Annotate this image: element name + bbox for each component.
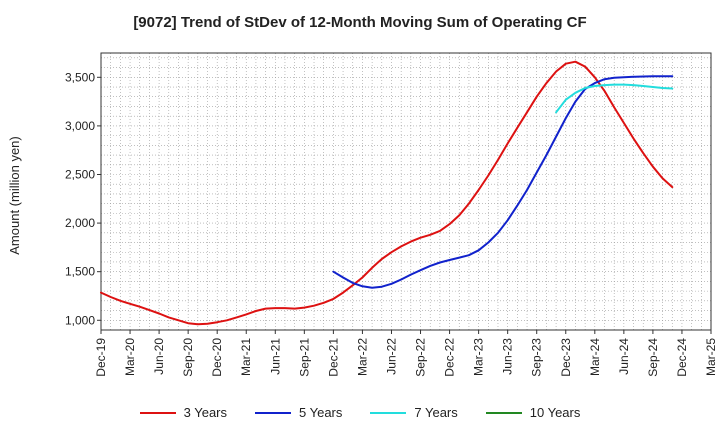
y-tick-label: 3,500 <box>65 70 95 84</box>
legend-swatch <box>370 411 407 414</box>
x-tick-label: Dec-21 <box>326 338 340 377</box>
x-tick-label: Sep-20 <box>181 338 195 377</box>
legend-swatch <box>255 411 291 414</box>
y-tick-label: 1,500 <box>65 265 95 279</box>
legend: 3 Years 5 Years 7 Years 10 Years <box>0 405 720 420</box>
legend-label: 5 Years <box>299 405 343 420</box>
x-tick-label: Jun-24 <box>617 338 631 375</box>
legend-item: 10 Years <box>485 405 581 420</box>
y-tick-label: 2,000 <box>65 216 95 230</box>
y-tick-label: 3,000 <box>65 119 95 133</box>
series-line-7-years <box>555 83 674 114</box>
x-tick-label: Dec-19 <box>94 338 108 377</box>
x-tick-label: Dec-20 <box>210 338 224 377</box>
x-tick-label: Mar-22 <box>355 338 369 376</box>
x-tick-label: Sep-22 <box>414 338 428 377</box>
x-tick-label: Jun-22 <box>384 338 398 375</box>
legend-label: 10 Years <box>529 405 581 420</box>
series-line-3-years <box>100 60 674 326</box>
y-tick-label: 2,500 <box>65 167 95 181</box>
x-tick-label: Jun-21 <box>268 338 282 375</box>
x-tick-label: Sep-24 <box>646 338 660 377</box>
y-axis-label: Amount (million yen) <box>7 136 22 255</box>
x-tick-label: Mar-24 <box>588 338 602 376</box>
x-tick-label: Dec-24 <box>675 338 689 377</box>
y-tick-label: 1,000 <box>65 313 95 327</box>
legend-item: 7 Years <box>370 405 458 420</box>
legend-label: 7 Years <box>414 405 458 420</box>
plot-frame <box>100 52 712 331</box>
x-tick-label: Mar-25 <box>704 338 718 376</box>
legend-item: 5 Years <box>255 405 342 420</box>
legend-label: 3 Years <box>183 405 227 420</box>
x-tick-label: Dec-23 <box>559 338 573 377</box>
x-tick-label: Mar-20 <box>123 338 137 376</box>
x-tick-label: Mar-21 <box>239 338 253 376</box>
legend-item: 3 Years <box>139 405 227 420</box>
legend-swatch <box>139 411 176 414</box>
x-tick-label: Mar-23 <box>472 338 486 376</box>
legend-swatch <box>485 411 522 414</box>
x-tick-label: Sep-21 <box>297 338 311 377</box>
x-tick-label: Dec-22 <box>443 338 457 377</box>
series-line-5-years <box>332 75 674 289</box>
x-tick-label: Sep-23 <box>530 338 544 377</box>
chart-title: [9072] Trend of StDev of 12-Month Moving… <box>133 14 587 31</box>
x-tick-label: Jun-20 <box>152 338 166 375</box>
x-tick-label: Jun-23 <box>501 338 515 375</box>
